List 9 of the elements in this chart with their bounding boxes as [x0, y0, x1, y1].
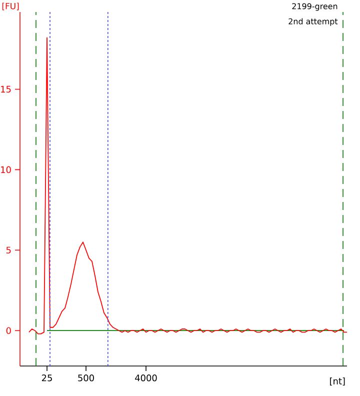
y-tick-label: 15 — [1, 86, 11, 93]
y-tick-label: 5 — [6, 246, 11, 254]
y-axis-title: [FU] — [2, 2, 19, 10]
x-tick-label: 4000 — [135, 374, 157, 382]
y-tick-label: 0 — [6, 327, 11, 334]
y-tick-label: 10 — [1, 166, 11, 174]
x-tick-label: 500 — [78, 374, 94, 382]
x-axis-title: [nt] — [330, 378, 345, 386]
x-tick-label: 25 — [42, 374, 52, 382]
